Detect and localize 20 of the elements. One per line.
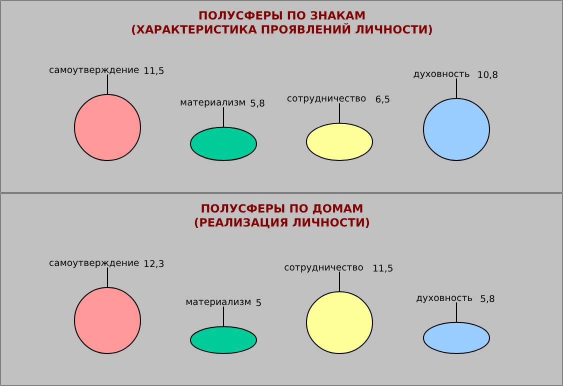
data-label: 5 xyxy=(256,298,262,310)
data-label: 11,5 xyxy=(144,66,164,77)
category-label: сотрудничество xyxy=(284,262,364,274)
data-label: 11,5 xyxy=(372,263,394,274)
data-label: 10,8 xyxy=(477,70,498,82)
category-label: материализм xyxy=(180,98,246,109)
data-label: 12,3 xyxy=(144,259,164,270)
category-label: духовность xyxy=(416,292,473,304)
category-label: духовность xyxy=(413,69,470,80)
data-label: 5,8 xyxy=(250,98,266,110)
data-label: 5,8 xyxy=(480,294,495,305)
text: (ХАРАКТЕРИСТИКА ПРОЯВЛЕНИЙ ЛИЧНОСТИ) xyxy=(131,22,433,36)
category-label: материализм xyxy=(186,297,252,308)
category-label: сотрудничество xyxy=(286,94,367,105)
text: (РЕАЛИЗАЦИЯ ЛИЧНОСТИ) xyxy=(194,216,370,230)
data-label: 6,5 xyxy=(375,94,390,106)
category-label: самоутверждение xyxy=(49,258,140,269)
text: ПОЛУСФЕРЫ ПО ДОМАМ xyxy=(200,202,364,216)
text: ПОЛУСФЕРЫ ПО ЗНАКАМ xyxy=(198,8,366,22)
category-label: самоутверждение xyxy=(49,65,140,76)
